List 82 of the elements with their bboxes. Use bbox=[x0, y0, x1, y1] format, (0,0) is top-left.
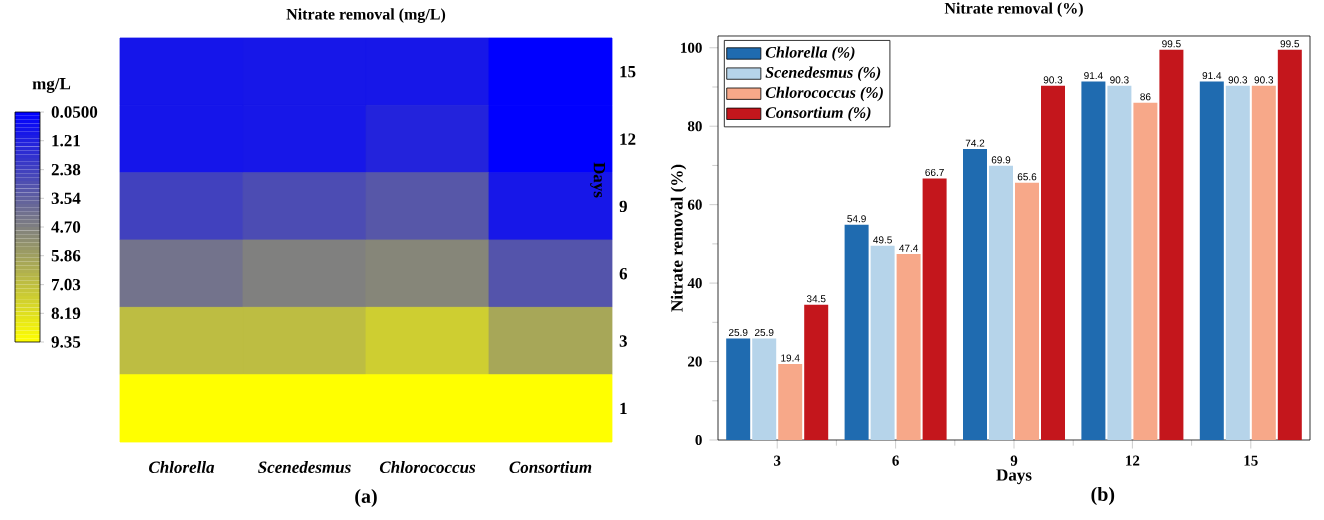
y-tick-label: 12 bbox=[620, 133, 636, 145]
bar bbox=[778, 363, 803, 440]
bar bbox=[870, 245, 895, 440]
color-bar-label: 4.70 bbox=[51, 221, 81, 233]
data-label: 49.5 bbox=[873, 236, 892, 244]
legend-label: Chlorella (%) bbox=[765, 46, 855, 61]
y-tick-label: 3 bbox=[619, 335, 627, 347]
y-tick-label: 1 bbox=[620, 402, 627, 414]
bar bbox=[1199, 81, 1224, 440]
bar bbox=[1133, 102, 1158, 440]
data-label: 34.5 bbox=[806, 295, 826, 303]
x-axis-title: Days bbox=[996, 469, 1032, 485]
bar bbox=[1107, 85, 1132, 440]
text: (a) bbox=[355, 488, 377, 508]
data-label: 90.3 bbox=[1254, 76, 1274, 84]
bar bbox=[1159, 49, 1184, 440]
color-bar-label: 0.0500 bbox=[51, 106, 98, 118]
data-label: 90.3 bbox=[1110, 76, 1129, 84]
bar bbox=[922, 178, 947, 440]
data-label: 86 bbox=[1140, 93, 1151, 101]
y-tick-label: 80 bbox=[687, 121, 702, 132]
color-bar-label: 1.21 bbox=[52, 134, 80, 147]
y-tick-label: 0 bbox=[695, 434, 702, 446]
y-tick-label: 9 bbox=[619, 200, 627, 213]
data-label: 90.3 bbox=[1228, 76, 1248, 84]
bar bbox=[1041, 85, 1065, 440]
data-label: 91.4 bbox=[1084, 72, 1103, 80]
data-label: 66.7 bbox=[925, 168, 944, 176]
x-tick-label: Chlorococcus bbox=[379, 461, 476, 474]
text: (b) bbox=[1091, 486, 1115, 506]
color-bar-label: 7.03 bbox=[52, 278, 81, 291]
y-axis-title: Nitrate removal (%) bbox=[670, 164, 687, 312]
y-tick-label: 60 bbox=[687, 199, 702, 210]
bar bbox=[1015, 182, 1039, 440]
bar bbox=[989, 165, 1014, 440]
bar bbox=[1225, 85, 1250, 440]
y-tick-label: 40 bbox=[687, 278, 702, 289]
x-tick-label: 6 bbox=[892, 455, 899, 466]
y-tick-label: 6 bbox=[619, 267, 628, 280]
bar bbox=[726, 338, 751, 440]
data-label: 91.4 bbox=[1202, 72, 1222, 80]
data-label: 19.4 bbox=[781, 354, 800, 362]
data-label: 99.5 bbox=[1162, 40, 1181, 48]
y-tick-label: 100 bbox=[681, 42, 702, 53]
color-bar-title: mg/L bbox=[32, 78, 71, 93]
color-bar-label: 9.35 bbox=[51, 336, 81, 348]
y-tick-label: 15 bbox=[620, 65, 636, 78]
legend-label: Chlorococcus (%) bbox=[765, 86, 883, 102]
legend-label: Scenedesmus (%) bbox=[765, 66, 881, 82]
data-label: 65.6 bbox=[1017, 173, 1037, 181]
x-tick-label: 3 bbox=[774, 455, 781, 466]
data-label: 74.2 bbox=[965, 139, 985, 147]
chart-title: Nitrate removal (mg/L) bbox=[286, 8, 446, 23]
x-tick-label: Chlorella bbox=[149, 461, 215, 474]
data-label: 90.3 bbox=[1043, 76, 1063, 84]
y-axis-title: Days bbox=[590, 162, 605, 198]
data-label: 54.9 bbox=[847, 215, 866, 223]
color-bar-label: 3.54 bbox=[51, 192, 81, 205]
chart-title: Nitrate removal (%) bbox=[944, 2, 1083, 17]
bar bbox=[896, 254, 921, 440]
data-label: 25.9 bbox=[754, 328, 774, 337]
data-label: 99.5 bbox=[1280, 40, 1300, 48]
data-label: 25.9 bbox=[728, 328, 748, 337]
bar bbox=[1277, 49, 1302, 440]
data-label: 47.4 bbox=[899, 244, 919, 252]
y-tick-label: 20 bbox=[688, 356, 702, 367]
data-label: 69.9 bbox=[991, 156, 1011, 164]
bar bbox=[844, 224, 869, 440]
x-tick-label: 15 bbox=[1244, 455, 1258, 466]
bar bbox=[752, 338, 777, 440]
color-bar-label: 8.19 bbox=[51, 307, 81, 320]
bar bbox=[1081, 81, 1106, 440]
color-bar-label: 5.86 bbox=[51, 249, 81, 262]
legend-label: Consortium (%) bbox=[765, 106, 871, 122]
bar bbox=[804, 304, 829, 440]
color-bar-label: 2.38 bbox=[51, 163, 81, 176]
x-tick-label: Scenedesmus bbox=[258, 461, 351, 474]
x-tick-label: 12 bbox=[1126, 455, 1140, 466]
x-tick-label: 9 bbox=[1010, 455, 1018, 466]
x-tick-label: Consortium bbox=[509, 461, 592, 474]
bar bbox=[963, 148, 987, 440]
bar bbox=[1251, 85, 1276, 440]
